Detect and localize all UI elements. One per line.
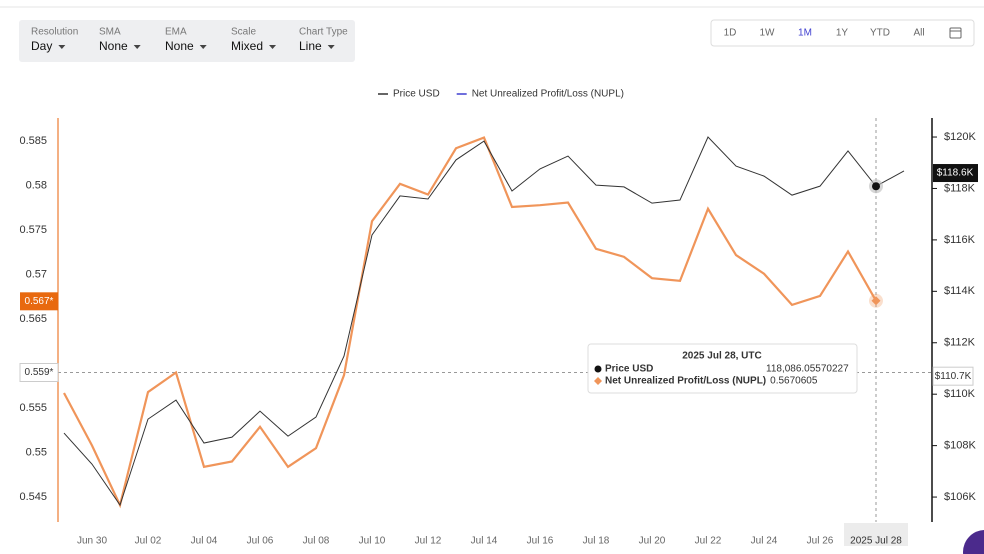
help-button[interactable] — [963, 530, 984, 554]
toolbar-label: EMA — [165, 27, 187, 38]
range-button[interactable]: 1W — [760, 28, 776, 39]
range-button[interactable]: YTD — [870, 28, 890, 39]
range-button[interactable]: 1Y — [836, 28, 849, 39]
y-tick-label: 0.555 — [19, 402, 47, 414]
toolbar-value[interactable]: None — [99, 39, 128, 53]
dropdown-caret — [327, 45, 335, 49]
crosshair-y-box — [19, 363, 59, 383]
last-y-box — [20, 292, 58, 311]
x-tick-label: Jul 20 — [639, 536, 666, 547]
x-tick-label: Jul 24 — [751, 536, 778, 547]
dropdown-caret — [58, 45, 66, 49]
x-tick-label: Jul 06 — [247, 536, 274, 547]
range-button[interactable]: 1D — [724, 28, 737, 39]
range-button[interactable]: All — [913, 28, 924, 39]
y2-tick-label: $106K — [944, 491, 976, 503]
y2-tick-label: $110K — [944, 388, 976, 400]
range-bar — [710, 19, 975, 47]
crosshair-y-label: 0.559* — [25, 367, 54, 378]
x-tick-label: Jul 18 — [583, 536, 610, 547]
x-tick-label: 2025 Jul 28 — [850, 536, 902, 547]
y-tick-label: 0.575 — [19, 224, 47, 236]
x-tick-label: Jul 10 — [359, 536, 386, 547]
x-tick-label: Jul 22 — [695, 536, 722, 547]
y-tick-label: 0.55 — [26, 446, 47, 458]
y2-tick-label: $114K — [944, 285, 976, 297]
crosshair-y2-label: $110.7K — [935, 371, 972, 382]
toolbar-value[interactable]: Mixed — [231, 39, 263, 53]
x-tick-label: Jul 12 — [415, 536, 442, 547]
x-tick-label: Jul 02 — [135, 536, 162, 547]
crosshair-y2-box — [932, 366, 974, 386]
toolbar-value[interactable]: None — [165, 39, 194, 53]
toolbar-value[interactable]: Line — [299, 39, 322, 53]
toolbar — [19, 20, 355, 62]
legend-label: Price USD — [393, 89, 440, 100]
y2-tick-label: $118K — [944, 182, 976, 194]
toolbar-label: Scale — [231, 27, 256, 38]
last-y2-label: $118.6K — [937, 168, 974, 179]
tooltip-value: 0.5670605 — [770, 376, 818, 387]
y-tick-label: 0.585 — [19, 135, 47, 147]
tooltip-marker — [594, 365, 602, 373]
dropdown-caret — [269, 45, 277, 49]
legend-label: Net Unrealized Profit/Loss (NUPL) — [472, 89, 624, 100]
calendar-icon[interactable] — [949, 27, 962, 39]
tooltip-title: 2025 Jul 28, UTC — [682, 351, 761, 362]
tooltip — [587, 343, 858, 394]
series-line — [63, 136, 877, 509]
tooltip-series: Price USD — [605, 364, 653, 375]
dropdown-caret — [199, 45, 207, 49]
y2-tick-label: $120K — [944, 131, 976, 143]
y-tick-label: 0.58 — [26, 180, 47, 192]
x-tick-label: Jul 26 — [807, 536, 834, 547]
toolbar-value[interactable]: Day — [31, 39, 52, 53]
toolbar-label: Chart Type — [299, 27, 348, 38]
x-tick-label: Jul 08 — [303, 536, 330, 547]
toolbar-label: Resolution — [31, 27, 78, 38]
last-y-label: 0.567* — [25, 296, 54, 307]
y2-tick-label: $112K — [944, 337, 976, 349]
x-tick-label: Jun 30 — [77, 536, 107, 547]
tooltip-marker — [594, 377, 602, 385]
x-tick-label: Jul 14 — [471, 536, 498, 547]
hover-point — [872, 182, 880, 191]
hover-point — [871, 296, 881, 306]
x-hover-box — [844, 523, 908, 546]
toolbar-label: SMA — [99, 27, 121, 38]
y2-tick-label: $108K — [944, 440, 976, 452]
x-tick-label: Jul 04 — [191, 536, 218, 547]
y-tick-label: 0.57 — [26, 269, 47, 281]
range-button[interactable]: 1M — [798, 28, 812, 39]
tooltip-series: Net Unrealized Profit/Loss (NUPL) — [605, 376, 766, 387]
series-line — [63, 136, 905, 507]
y2-tick-label: $116K — [944, 234, 976, 246]
x-tick-label: Jul 16 — [527, 536, 554, 547]
y-tick-label: 0.545 — [19, 491, 47, 503]
last-y2-box — [933, 164, 978, 183]
tooltip-value: 118,086.05570227 — [766, 364, 849, 375]
y-tick-label: 0.565 — [19, 313, 47, 325]
dropdown-caret — [133, 45, 141, 49]
